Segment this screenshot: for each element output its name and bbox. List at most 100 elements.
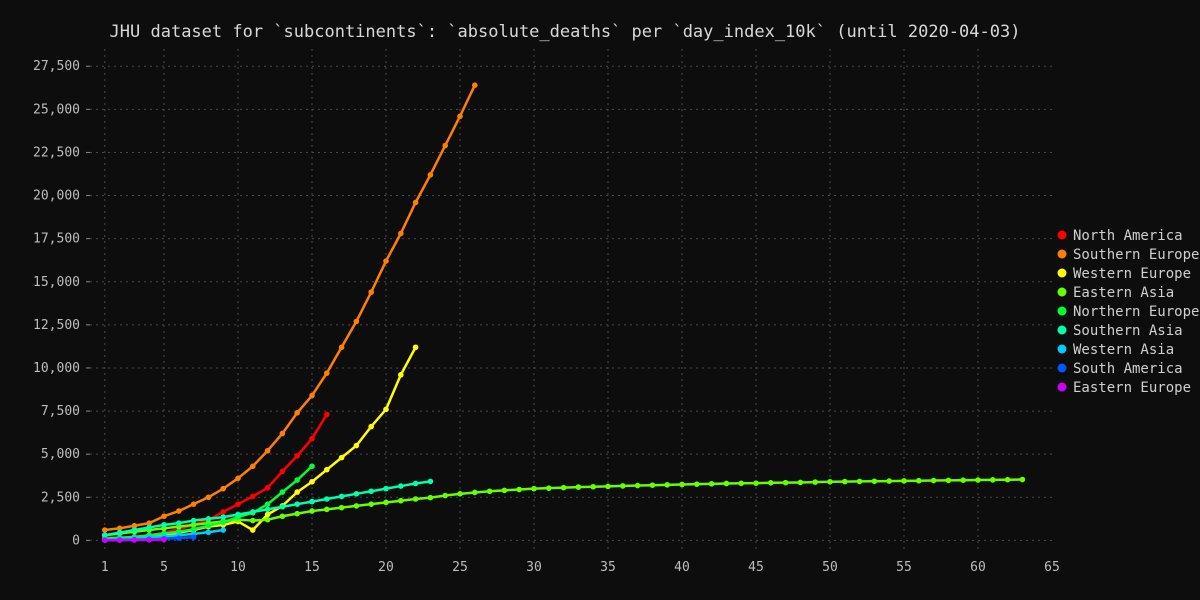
data-point <box>205 516 212 522</box>
data-point <box>827 478 833 485</box>
data-point <box>190 526 197 532</box>
data-point <box>501 487 508 494</box>
axes: 1 5 10 15 20 25 30 35 40 45 50 55 60 6502,5005,0007,5… <box>33 59 1060 575</box>
series-southern-europe <box>102 82 478 533</box>
y-tick-label: 25,000 <box>33 102 80 117</box>
data-point <box>442 142 449 149</box>
data-point <box>516 486 522 493</box>
data-point <box>842 478 848 485</box>
y-tick-label: 5,000 <box>41 447 80 462</box>
data-point <box>412 344 419 351</box>
data-point <box>264 447 271 454</box>
data-point <box>723 480 730 487</box>
data-point <box>161 513 167 520</box>
data-point <box>309 392 315 399</box>
data-point <box>294 489 301 495</box>
data-point <box>294 510 301 517</box>
data-point <box>279 468 286 475</box>
data-point <box>368 501 375 507</box>
y-tick-label: 2,500 <box>41 490 80 505</box>
legend-label: South America <box>1073 361 1183 377</box>
y-tick-label: 27,500 <box>33 59 80 74</box>
data-point <box>264 484 271 491</box>
data-point <box>383 258 389 264</box>
data-point <box>309 435 315 442</box>
data-point <box>176 520 182 526</box>
data-point <box>131 527 138 533</box>
data-point <box>398 497 404 504</box>
legend-item: Southern Europe <box>1057 247 1199 263</box>
legend-item: Northern Europe <box>1057 304 1199 320</box>
series-eastern-europe <box>102 536 167 544</box>
data-point <box>945 477 952 484</box>
data-point <box>368 488 375 495</box>
data-point <box>161 522 167 528</box>
data-point <box>220 519 226 526</box>
x-tick-label: 1 <box>101 560 109 575</box>
data-point <box>264 506 271 513</box>
x-tick-label: 5 <box>160 560 168 575</box>
data-point <box>531 485 537 492</box>
legend: North America Southern Europe Western Euro… <box>1057 228 1199 396</box>
series-eastern-asia <box>102 476 1026 539</box>
data-point <box>309 498 315 505</box>
data-point <box>250 463 256 470</box>
x-tick-label: 20 <box>378 560 394 575</box>
data-point <box>753 480 759 486</box>
data-point <box>264 501 271 507</box>
data-point <box>412 480 419 487</box>
data-point <box>102 527 108 533</box>
data-point <box>353 503 360 509</box>
data-point <box>708 481 715 487</box>
data-point <box>353 491 360 497</box>
data-point <box>309 508 315 514</box>
x-tick-label: 45 <box>748 560 764 575</box>
data-point <box>324 370 330 376</box>
data-point <box>368 423 375 430</box>
data-point <box>383 485 389 492</box>
data-point <box>294 409 301 416</box>
data-point <box>457 491 463 497</box>
data-point <box>916 477 922 484</box>
data-point <box>664 482 670 488</box>
legend-label: Western Asia <box>1073 342 1174 358</box>
data-point <box>324 496 330 502</box>
data-point <box>131 522 138 529</box>
data-point <box>235 501 241 507</box>
data-point <box>190 517 197 524</box>
legend-item: Southern Asia <box>1057 323 1183 339</box>
data-point <box>472 82 478 89</box>
legend-marker <box>1057 325 1067 335</box>
data-point <box>235 511 241 518</box>
data-point <box>383 406 389 413</box>
data-point <box>279 503 286 510</box>
data-point <box>116 525 123 532</box>
data-point <box>220 509 226 515</box>
data-point <box>960 477 966 484</box>
data-point <box>250 517 256 524</box>
data-point <box>309 478 315 485</box>
data-point <box>264 516 271 523</box>
data-point <box>131 537 138 543</box>
x-tick-label: 25 <box>452 560 468 575</box>
data-point <box>338 493 345 500</box>
data-point <box>353 318 360 325</box>
data-point <box>738 480 744 487</box>
data-point <box>368 289 375 295</box>
data-point <box>871 478 878 485</box>
legend-marker <box>1057 268 1067 278</box>
legend-label: Northern Europe <box>1073 304 1199 320</box>
y-tick-label: 0 <box>72 533 80 548</box>
data-point <box>457 113 463 120</box>
data-point <box>235 475 241 482</box>
data-point <box>620 483 626 489</box>
chart-title: JHU dataset for `subcontinents`: `absolu… <box>109 22 1021 42</box>
grid <box>90 49 1052 549</box>
data-point <box>605 483 611 490</box>
legend-marker <box>1057 287 1067 297</box>
data-point <box>427 494 434 501</box>
x-tick-label: 50 <box>822 560 838 575</box>
x-tick-label: 35 <box>600 560 616 575</box>
legend-marker <box>1057 230 1067 240</box>
